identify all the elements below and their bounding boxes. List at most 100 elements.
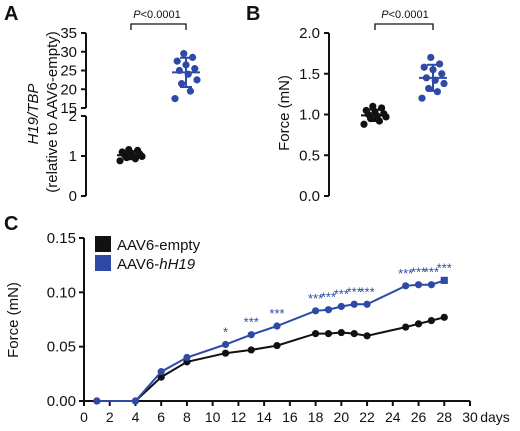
panel-c-significance: ***	[269, 306, 284, 321]
panel-a-point	[193, 76, 201, 84]
panel-c-significance: ***	[347, 284, 362, 299]
panel-a: H19/TBP (relative to AAV6-empty) P<0.000…	[25, 9, 201, 205]
panel-a-ytick-label: 15	[60, 100, 77, 117]
panel-a-ytick-label: 30	[60, 44, 77, 61]
panel-a-point	[118, 148, 126, 156]
panel-c-point	[312, 330, 320, 338]
panel-c-point	[440, 276, 448, 284]
panel-label-a: A	[4, 3, 18, 25]
panel-a-point	[116, 157, 124, 165]
panel-b-point	[369, 102, 377, 110]
panel-b-point	[362, 106, 370, 115]
panel-b-bracket	[374, 23, 434, 30]
panel-c-ytick-label: 0.15	[47, 230, 76, 247]
panel-a-ytick-label: 0	[69, 188, 77, 205]
panel-c-xtick-label: 18	[308, 409, 324, 425]
panel-c-point	[363, 300, 371, 308]
panel-c-xlabel-suffix: days	[480, 409, 510, 425]
panel-c-xtick-label: 10	[205, 409, 221, 425]
legend-swatch-hh19	[95, 255, 111, 271]
panel-c-xtick-label: 16	[282, 409, 298, 425]
panel-b-point	[438, 70, 446, 78]
panel-a-ytick-label: 35	[60, 25, 77, 42]
panel-c-point	[157, 373, 165, 381]
panel-a-point	[189, 53, 197, 61]
panel-b-point	[440, 79, 448, 88]
panel-c-xtick-label: 8	[183, 409, 191, 425]
panel-c-point	[440, 313, 448, 321]
panel-c-point	[402, 323, 410, 331]
panel-b-point	[360, 120, 368, 128]
panel-c-point	[312, 307, 320, 315]
panel-c-point	[350, 330, 358, 338]
panel-a-point	[191, 65, 199, 73]
panel-c-point	[157, 368, 165, 376]
panel-c-point	[183, 353, 191, 362]
panel-a-pvalue: P<0.0001	[133, 9, 180, 21]
panel-c-point	[324, 306, 333, 314]
panel-a-ytick-label: 20	[60, 81, 77, 98]
panel-c-point	[221, 340, 230, 349]
panel-c-significance: *	[223, 324, 228, 339]
panel-b-ytick-label: 0.5	[299, 147, 320, 164]
panel-b-ytick-label: 0.0	[299, 188, 320, 205]
panel-c-significance: ***	[437, 260, 452, 275]
panel-b-point	[420, 63, 428, 71]
panel-a-point	[173, 57, 181, 65]
panel-c-point	[363, 332, 371, 340]
panel-a-point	[171, 95, 179, 103]
panel-c-significance: ***	[244, 315, 259, 330]
panel-c-xtick-label: 2	[106, 409, 114, 425]
panel-a-point	[186, 87, 194, 95]
panel-a-ylabel-sub: (relative to AAV6-empty)	[44, 31, 61, 192]
panel-c-point	[324, 330, 333, 338]
panel-b: Force (mN) P<0.0001 0.0 0.5 1.0 1.5 2.0	[276, 9, 448, 205]
panel-c-xtick-label: 30	[462, 409, 478, 425]
panel-c-xtick-label: 12	[231, 409, 247, 425]
panel-c-series-line	[96, 279, 445, 402]
panel-c-significance: ***	[359, 284, 374, 299]
panel-c-point	[131, 397, 140, 405]
panel-c-significance: ***	[398, 266, 413, 281]
panel-a-ytick-label: 1	[69, 148, 77, 165]
panel-c-xtick-label: 0	[80, 409, 88, 425]
panel-c-significance: ***	[321, 290, 336, 305]
panel-b-point	[418, 94, 426, 102]
legend-label-empty: AAV6-empty	[117, 237, 201, 254]
panel-c-xtick-label: 4	[132, 409, 140, 425]
panel-a-point	[178, 80, 186, 88]
panel-label-b: B	[246, 3, 260, 25]
panel-c-point	[337, 302, 345, 311]
panel-c-point	[247, 331, 255, 339]
panel-c-xtick-label: 28	[436, 409, 452, 425]
panel-b-ytick-label: 2.0	[299, 25, 320, 42]
panel-c-ytick-label: 0.10	[47, 284, 76, 301]
legend-label-hh19: AAV6-hH19	[117, 256, 196, 273]
panel-c-xtick-label: 6	[157, 409, 165, 425]
panel-c-significance: ***	[308, 291, 323, 306]
panel-c-xtick-label: 26	[411, 409, 427, 425]
panel-c-point	[247, 346, 255, 354]
panel-c-point	[427, 316, 435, 325]
panel-b-ytick-label: 1.0	[299, 107, 320, 124]
panel-c-legend: AAV6-empty AAV6-hH19	[95, 236, 201, 273]
panel-a-ytick-label: 25	[60, 63, 77, 80]
panel-c: Force (mN) days AAV6-empty AAV6-hH19 0.0…	[5, 230, 510, 425]
panel-c-point	[273, 322, 281, 330]
panel-b-pvalue: P<0.0001	[381, 9, 428, 21]
panel-b-ytick-label: 1.5	[299, 66, 320, 83]
panel-c-ytick-label: 0.05	[47, 339, 76, 356]
panel-c-point	[93, 397, 101, 405]
panel-c-xtick-label: 20	[334, 409, 350, 425]
panel-a-point	[180, 50, 188, 58]
panel-c-significance: ***	[424, 265, 439, 280]
panel-b-point	[427, 53, 435, 62]
panel-c-point	[221, 349, 230, 357]
panel-c-point	[350, 300, 358, 308]
legend-swatch-empty	[95, 236, 111, 252]
panel-c-point	[427, 281, 435, 289]
panel-c-ytick-label: 0.00	[47, 393, 76, 410]
panel-c-point	[337, 328, 345, 337]
panel-c-xtick-label: 22	[359, 409, 375, 425]
